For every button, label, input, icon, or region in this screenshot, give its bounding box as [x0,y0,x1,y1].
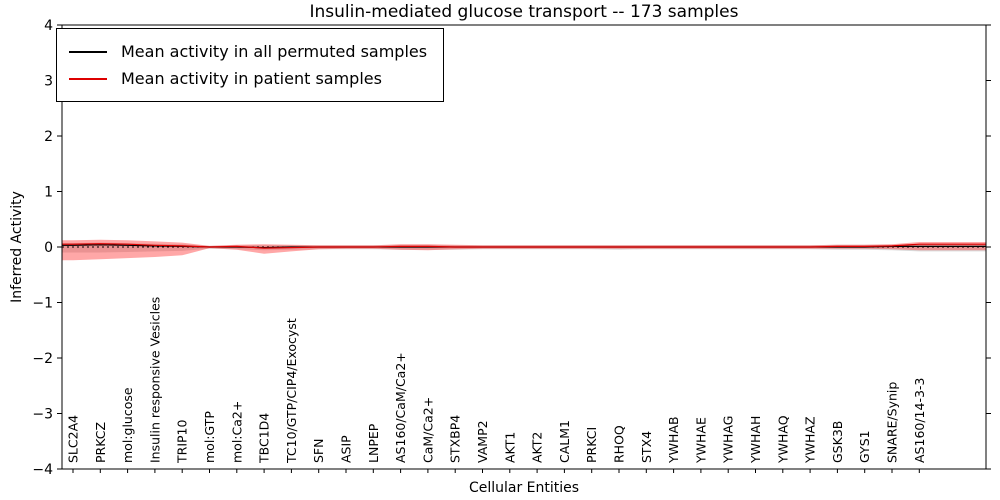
legend-entry-patient: Mean activity in patient samples [69,65,427,92]
x-tick-label: AS160/14-3-3 [912,378,927,463]
x-axis-label: Cellular Entities [468,480,580,496]
y-tick-label: 0 [44,240,53,256]
x-tick-label: mol:Ca2+ [229,401,244,463]
x-tick-label: LNPEP [366,423,381,463]
x-tick-label: STX4 [639,431,654,463]
x-tick-label: STXBP4 [448,415,463,463]
x-tick-label: YWHAE [693,417,708,464]
x-tick-label: VAMP2 [475,420,490,463]
x-tick-label: SNARE/Synip [885,382,900,463]
y-tick-label: 1 [44,185,53,201]
x-tick-label: YWHAH [748,416,763,464]
x-tick-label: SFN [311,439,326,463]
x-tick-label: PRKCI [584,427,599,463]
x-tick-label: mol:GTP [202,411,217,463]
permuted-line-swatch [69,50,107,53]
y-tick-label: −2 [32,351,53,367]
x-tick-label: AKT1 [502,432,517,463]
y-tick-label: 2 [44,129,53,145]
y-tick-label: −4 [32,462,53,478]
x-tick-label: YWHAZ [803,416,818,464]
x-tick-label: YWHAQ [775,415,790,464]
x-tick-label: ASIP [339,435,354,463]
x-tick-label: TC10/GTP/CIP4/Exocyst [284,318,299,464]
x-tick-label: mol:glucose [120,387,135,463]
mean-line-1 [62,243,986,249]
x-tick-label: GYS1 [857,430,872,463]
x-tick-label: TRIP10 [175,420,190,464]
y-tick-label: 4 [44,18,53,34]
x-tick-label: CALM1 [557,420,572,463]
x-tick-label: YWHAB [666,416,681,464]
y-tick-label: −1 [32,296,53,312]
x-tick-label: RHOQ [612,425,627,463]
x-tick-label: GSK3B [830,421,845,463]
x-tick-label: Insulin responsive Vesicles [147,297,162,463]
legend-label-permuted: Mean activity in all permuted samples [121,42,428,61]
legend-entry-permuted: Mean activity in all permuted samples [69,38,427,65]
std-band-1 [62,239,986,261]
x-tick-label: AS160/CaM/Ca2+ [393,352,408,463]
x-tick-label: TBC1D4 [257,413,272,464]
legend: Mean activity in all permuted samples Me… [56,28,445,102]
x-tick-label: AKT2 [530,432,545,463]
x-tick-label: YWHAG [721,416,736,464]
legend-label-patient: Mean activity in patient samples [121,69,382,88]
x-tick-label: PRKCZ [93,422,108,463]
x-tick-label: SLC2A4 [66,415,81,463]
y-tick-label: 3 [44,74,53,90]
chart-title: Insulin-mediated glucose transport -- 17… [309,2,739,22]
y-tick-label: −3 [32,407,53,423]
patient-line-swatch [69,77,107,80]
x-tick-label: CaM/Ca2+ [420,397,435,463]
